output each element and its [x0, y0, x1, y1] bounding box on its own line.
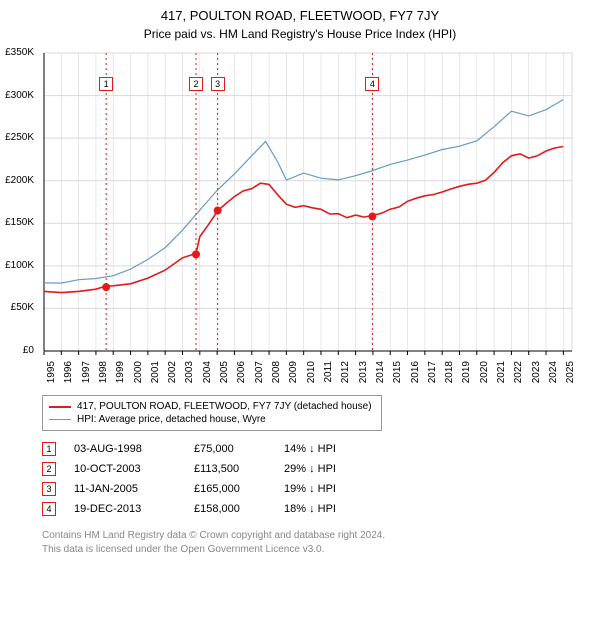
sales-row: 4 19-DEC-2013£158,00018% ↓ HPI [42, 499, 600, 519]
x-tick-label: 2014 [375, 361, 386, 389]
x-tick-label: 2024 [548, 361, 559, 389]
x-tick-label: 2007 [254, 361, 265, 389]
x-tick-label: 2025 [565, 361, 576, 389]
x-tick-label: 1997 [81, 361, 92, 389]
footer-line-1: Contains HM Land Registry data © Crown c… [42, 529, 600, 543]
x-tick-label: 1996 [63, 361, 74, 389]
sale-marker-1: 1 [99, 77, 113, 91]
x-tick-label: 2021 [496, 361, 507, 389]
sales-diff: 19% ↓ HPI [284, 483, 374, 495]
line-chart [38, 47, 578, 381]
x-tick-label: 2004 [202, 361, 213, 389]
x-tick-label: 1999 [115, 361, 126, 389]
y-tick-label: £150K [0, 217, 34, 228]
sales-marker-box: 4 [42, 502, 56, 516]
sales-date: 11-JAN-2005 [74, 483, 194, 495]
footer-line-2: This data is licensed under the Open Gov… [42, 543, 600, 557]
x-tick-label: 1995 [46, 361, 57, 389]
x-tick-label: 2017 [427, 361, 438, 389]
chart-container: 417, POULTON ROAD, FLEETWOOD, FY7 7JY Pr… [0, 0, 600, 620]
sales-marker-box: 2 [42, 462, 56, 476]
x-tick-label: 2015 [392, 361, 403, 389]
x-tick-label: 2001 [150, 361, 161, 389]
page-title: 417, POULTON ROAD, FLEETWOOD, FY7 7JY [0, 0, 600, 23]
x-tick-label: 2009 [288, 361, 299, 389]
legend-item: HPI: Average price, detached house, Wyre [49, 413, 375, 426]
sales-marker-box: 3 [42, 482, 56, 496]
sales-price: £165,000 [194, 483, 284, 495]
sales-diff: 14% ↓ HPI [284, 443, 374, 455]
sale-marker-2: 2 [189, 77, 203, 91]
x-tick-label: 2012 [340, 361, 351, 389]
x-tick-label: 2000 [133, 361, 144, 389]
x-tick-label: 2006 [236, 361, 247, 389]
footer: Contains HM Land Registry data © Crown c… [42, 529, 600, 556]
x-tick-label: 1998 [98, 361, 109, 389]
x-tick-label: 2018 [444, 361, 455, 389]
legend-label: 417, POULTON ROAD, FLEETWOOD, FY7 7JY (d… [77, 401, 372, 412]
y-tick-label: £300K [0, 90, 34, 101]
x-tick-label: 2019 [461, 361, 472, 389]
sales-diff: 29% ↓ HPI [284, 463, 374, 475]
sales-date: 10-OCT-2003 [74, 463, 194, 475]
chart-area: 1234£0£50K£100K£150K£200K£250K£300K£350K… [38, 47, 598, 387]
sales-diff: 18% ↓ HPI [284, 503, 374, 515]
legend: 417, POULTON ROAD, FLEETWOOD, FY7 7JY (d… [42, 395, 382, 431]
sales-date: 03-AUG-1998 [74, 443, 194, 455]
y-tick-label: £50K [0, 302, 34, 313]
sales-price: £158,000 [194, 503, 284, 515]
x-tick-label: 2002 [167, 361, 178, 389]
x-tick-label: 2008 [271, 361, 282, 389]
legend-swatch [49, 419, 71, 420]
y-tick-label: £100K [0, 260, 34, 271]
x-tick-label: 2005 [219, 361, 230, 389]
x-tick-label: 2010 [306, 361, 317, 389]
x-tick-label: 2013 [358, 361, 369, 389]
x-tick-label: 2011 [323, 361, 334, 389]
x-tick-label: 2003 [184, 361, 195, 389]
sale-marker-3: 3 [211, 77, 225, 91]
x-tick-label: 2020 [479, 361, 490, 389]
legend-label: HPI: Average price, detached house, Wyre [77, 414, 266, 425]
page-subtitle: Price paid vs. HM Land Registry's House … [0, 23, 600, 47]
sales-row: 2 10-OCT-2003£113,50029% ↓ HPI [42, 459, 600, 479]
legend-item: 417, POULTON ROAD, FLEETWOOD, FY7 7JY (d… [49, 400, 375, 413]
sales-price: £75,000 [194, 443, 284, 455]
sales-date: 19-DEC-2013 [74, 503, 194, 515]
x-tick-label: 2016 [410, 361, 421, 389]
y-tick-label: £0 [0, 345, 34, 356]
y-tick-label: £250K [0, 132, 34, 143]
y-tick-label: £200K [0, 175, 34, 186]
sales-table: 1 03-AUG-1998£75,00014% ↓ HPI 2 10-OCT-2003… [42, 439, 600, 519]
y-tick-label: £350K [0, 47, 34, 58]
sales-marker-box: 1 [42, 442, 56, 456]
sales-price: £113,500 [194, 463, 284, 475]
sales-row: 1 03-AUG-1998£75,00014% ↓ HPI [42, 439, 600, 459]
sale-marker-4: 4 [365, 77, 379, 91]
sales-row: 3 11-JAN-2005£165,00019% ↓ HPI [42, 479, 600, 499]
x-tick-label: 2023 [531, 361, 542, 389]
legend-swatch [49, 406, 71, 408]
x-tick-label: 2022 [513, 361, 524, 389]
